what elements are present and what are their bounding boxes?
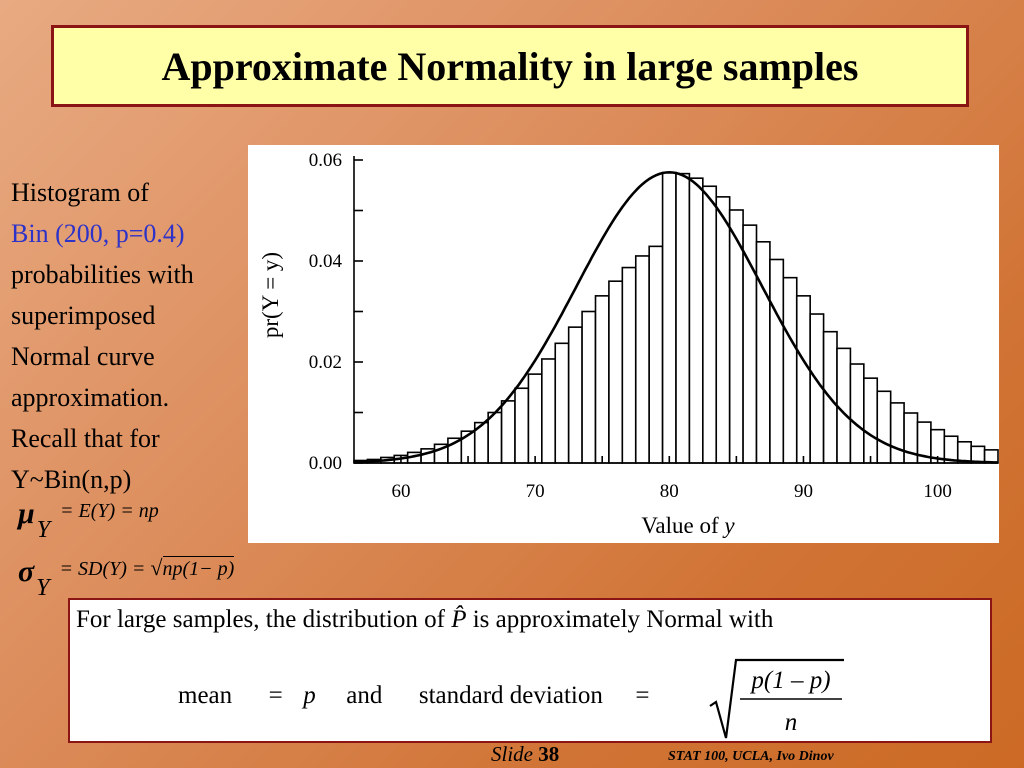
histogram-bar <box>769 258 785 464</box>
sigma-subscript: Y <box>36 575 50 601</box>
desc-line-4: superimposed <box>11 301 156 330</box>
histogram-chart: 0.00 0.02 0.04 0.06 60 70 80 90 100 Value of y pr(… <box>248 145 999 543</box>
histogram-svg: 0.00 0.02 0.04 0.06 60 70 80 90 100 Value of y pr(… <box>258 150 999 538</box>
histogram-bar <box>527 373 543 464</box>
desc-line-1: Histogram of <box>11 178 149 207</box>
histogram-bar <box>863 377 879 464</box>
x-axis-label: Value of y <box>641 513 735 538</box>
slide-number: 38 <box>538 742 560 766</box>
sqrt-sign: √ <box>150 555 163 580</box>
x-tick-label: 90 <box>794 481 813 502</box>
summary-line-2: mean = p and standard deviation = <box>178 682 649 710</box>
normal-curve <box>353 170 998 464</box>
slide-word: Slide <box>491 742 533 766</box>
y-tick-label: 0.06 <box>309 150 342 171</box>
title-box: Approximate Normality in large samples <box>51 25 969 107</box>
histogram-bar <box>715 196 731 464</box>
desc-line-7: Recall that for <box>11 424 160 453</box>
x-tick-label: 60 <box>391 481 410 502</box>
sigma-expression-root: np(1− p) <box>162 556 235 580</box>
histogram-bar <box>755 241 771 464</box>
desc-line-6: approximation. <box>11 383 170 412</box>
histogram-bar <box>594 295 610 464</box>
histogram-bar <box>608 280 624 464</box>
summary-line-1b: is approximately Normal with <box>466 606 774 633</box>
sd-formula: σY = SD(Y) = √np(1− p) <box>18 555 235 601</box>
histogram-bar <box>702 185 718 464</box>
histogram-bar <box>836 347 852 464</box>
p-hat-symbol: P̂ <box>451 606 467 633</box>
y-tick-label: 0.00 <box>309 453 342 474</box>
mu-symbol: μ <box>18 497 35 530</box>
summary-line-1a: For large samples, the distribution of <box>76 606 452 633</box>
fraction-numerator: p(1 – p) <box>749 667 830 694</box>
histogram-bar <box>487 411 503 464</box>
y-axis-label: pr(Y = y) <box>258 252 283 338</box>
histogram-bar <box>581 310 597 464</box>
x-tick-label: 80 <box>660 481 679 502</box>
desc-line-3: probabilities with <box>11 260 194 289</box>
histogram-bar <box>500 400 516 464</box>
p-symbol: p <box>303 682 316 709</box>
histogram-bar <box>782 276 798 464</box>
slide-title: Approximate Normality in large samples <box>161 43 859 89</box>
desc-line-2: Bin (200, p=0.4) <box>11 219 185 248</box>
histogram-bar <box>554 342 570 464</box>
histogram-bar <box>889 402 905 464</box>
x-tick-label: 100 <box>923 481 952 502</box>
desc-line-5: Normal curve <box>11 342 155 371</box>
fraction-denominator: n <box>785 709 798 736</box>
y-tick-label: 0.02 <box>309 352 342 373</box>
histogram-bar <box>849 363 865 464</box>
histogram-bar <box>634 255 650 464</box>
sigma-symbol: σ <box>18 555 35 588</box>
sqrt-fraction: p(1 – p) n <box>709 658 844 739</box>
y-tick-label: 0.04 <box>309 251 343 272</box>
equals-1: = <box>268 682 283 709</box>
histogram-bar <box>675 172 691 464</box>
histogram-bar <box>541 358 557 464</box>
and-label: and <box>346 682 383 709</box>
histogram-bar <box>688 177 704 464</box>
mu-subscript: Y <box>36 517 51 543</box>
histogram-bar <box>648 245 664 464</box>
histogram-bar <box>795 295 811 464</box>
desc-line-8: Y~Bin(n,p) <box>11 465 132 494</box>
radical-sign <box>709 658 844 739</box>
slide-number-label: Slide 38 <box>491 742 559 767</box>
histogram-bar <box>621 266 637 464</box>
mu-expression: = E(Y) = np <box>60 500 159 522</box>
mean-label: mean <box>178 682 233 709</box>
sigma-expression-left: = SD(Y) = <box>59 558 151 580</box>
histogram-bar <box>567 326 583 464</box>
course-credit: STAT 100, UCLA, Ivo Dinov <box>668 749 834 764</box>
histogram-bar <box>876 390 892 464</box>
summary-line-1: For large samples, the distribution of P… <box>76 606 773 634</box>
x-tick-label: 70 <box>526 481 545 502</box>
equals-2: = <box>635 682 650 709</box>
sd-label: standard deviation <box>418 682 603 709</box>
summary-box: For large samples, the distribution of P… <box>68 598 992 743</box>
mean-formula: μY = E(Y) = np <box>18 497 159 543</box>
description-text: Histogram of Bin (200, p=0.4) probabilit… <box>11 172 256 500</box>
histogram-bar <box>514 387 530 464</box>
histogram-bar <box>661 171 677 464</box>
